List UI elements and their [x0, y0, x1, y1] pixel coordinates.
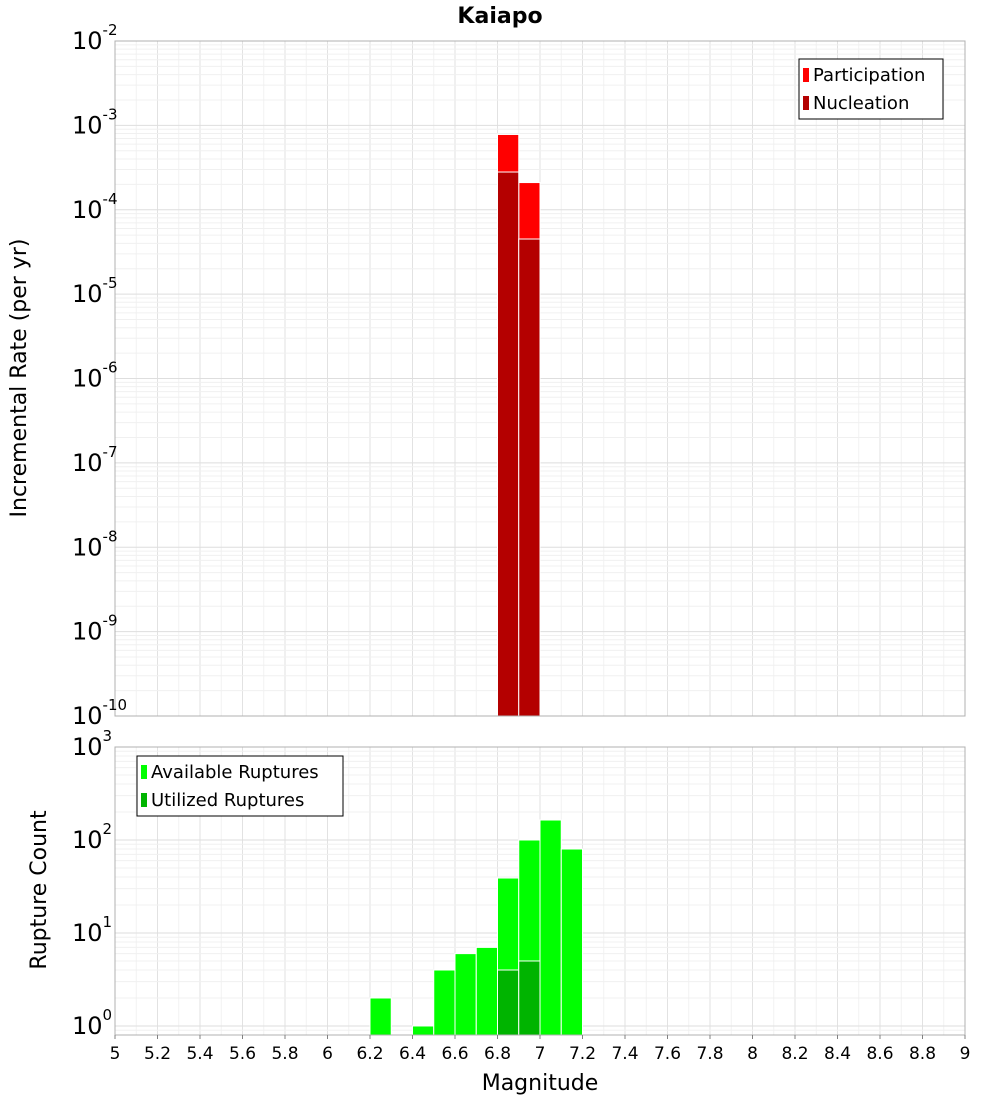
count-available-ruptures-bar	[475, 946, 498, 1036]
legend-box	[798, 58, 944, 120]
legend-swatch	[803, 68, 809, 82]
x-tick-label: 9	[960, 1044, 971, 1064]
rate-bars	[497, 133, 541, 717]
rate-nucleation-bar	[497, 171, 520, 717]
x-tick-label: 7.8	[696, 1044, 723, 1064]
count-legend: Available Ruptures Utilized Ruptures	[136, 755, 344, 817]
x-tick-label: 6.8	[484, 1044, 511, 1064]
count-panel: 100 101 102 103 5 5.2 5.4 5.6 5.8 6 6.2 6.4 6.6 6.8 7…	[27, 727, 970, 1096]
x-tick-label: 5.8	[271, 1044, 298, 1064]
y-tick-label: 101	[72, 913, 112, 947]
y-tick-label: 10-2	[72, 21, 118, 55]
rate-nucleation-bar	[518, 238, 541, 717]
count-available-ruptures-bar	[433, 969, 456, 1036]
rate-panel: 10-10 10-9 10-8 10-7 10-6 10-5 10-4 10-3 10-2 Ka…	[7, 4, 966, 730]
legend-swatch	[141, 793, 147, 807]
y-tick-label: 10-10	[72, 696, 127, 730]
x-tick-label: 6.4	[399, 1044, 426, 1064]
chart-title: Kaiapo	[457, 4, 542, 29]
legend-swatch	[141, 765, 147, 779]
y-tick-label: 10-7	[72, 443, 118, 477]
x-tick-label: 8.4	[824, 1044, 851, 1064]
y-tick-label: 10-9	[72, 612, 118, 646]
rate-legend: Participation Nucleation	[798, 58, 944, 120]
rate-y-ticks: 10-10 10-9 10-8 10-7 10-6 10-5 10-4 10-3 10-2	[72, 21, 127, 730]
legend-entry: Nucleation	[813, 93, 909, 114]
legend-entry: Utilized Ruptures	[151, 790, 304, 811]
x-tick-label: 7.6	[654, 1044, 681, 1064]
legend-swatch	[803, 96, 809, 110]
rate-y-axis-label: Incremental Rate (per yr)	[7, 239, 32, 518]
x-tick-label: 5.4	[186, 1044, 213, 1064]
x-tick-label: 5.2	[144, 1044, 171, 1064]
count-available-ruptures-bar	[454, 953, 477, 1036]
magnitude-x-ticks: 5 5.2 5.4 5.6 5.8 6 6.2 6.4 6.6 6.8 7 7.2 7.4 7.6 7.8 8…	[110, 1035, 971, 1064]
y-tick-label: 10-6	[72, 359, 118, 393]
y-tick-label: 10-5	[72, 274, 118, 308]
rate-plot-frame	[114, 40, 966, 717]
count-y-axis-label: Rupture Count	[27, 810, 52, 970]
count-available-ruptures-bar	[560, 848, 583, 1036]
x-tick-label: 8.2	[781, 1044, 808, 1064]
x-tick-label: 8.6	[866, 1044, 893, 1064]
x-tick-label: 6	[322, 1044, 333, 1064]
y-tick-label: 10-8	[72, 527, 118, 561]
y-tick-label: 10-4	[72, 190, 118, 224]
legend-entry: Available Ruptures	[151, 762, 319, 783]
x-axis-label: Magnitude	[482, 1071, 599, 1096]
legend-box	[136, 755, 344, 817]
x-tick-label: 7.2	[569, 1044, 596, 1064]
count-available-ruptures-bar	[539, 819, 562, 1036]
x-tick-label: 6.2	[356, 1044, 383, 1064]
y-tick-label: 102	[72, 820, 112, 854]
y-tick-label: 10-3	[72, 105, 118, 139]
x-tick-label: 6.6	[441, 1044, 468, 1064]
x-tick-label: 8	[747, 1044, 758, 1064]
legend-entry: Participation	[813, 65, 925, 86]
count-y-ticks: 100 101 102 103	[72, 727, 112, 1040]
count-available-ruptures-bar	[369, 997, 392, 1036]
x-tick-label: 5	[110, 1044, 121, 1064]
y-tick-label: 103	[72, 727, 112, 761]
count-available-ruptures-bar	[412, 1025, 435, 1036]
count-utilized-ruptures-bar	[497, 969, 520, 1036]
x-tick-label: 7	[535, 1044, 546, 1064]
x-tick-label: 8.8	[909, 1044, 936, 1064]
x-tick-label: 5.6	[229, 1044, 256, 1064]
x-tick-label: 7.4	[611, 1044, 638, 1064]
y-tick-label: 100	[72, 1006, 112, 1040]
count-utilized-ruptures-bar	[518, 960, 541, 1036]
